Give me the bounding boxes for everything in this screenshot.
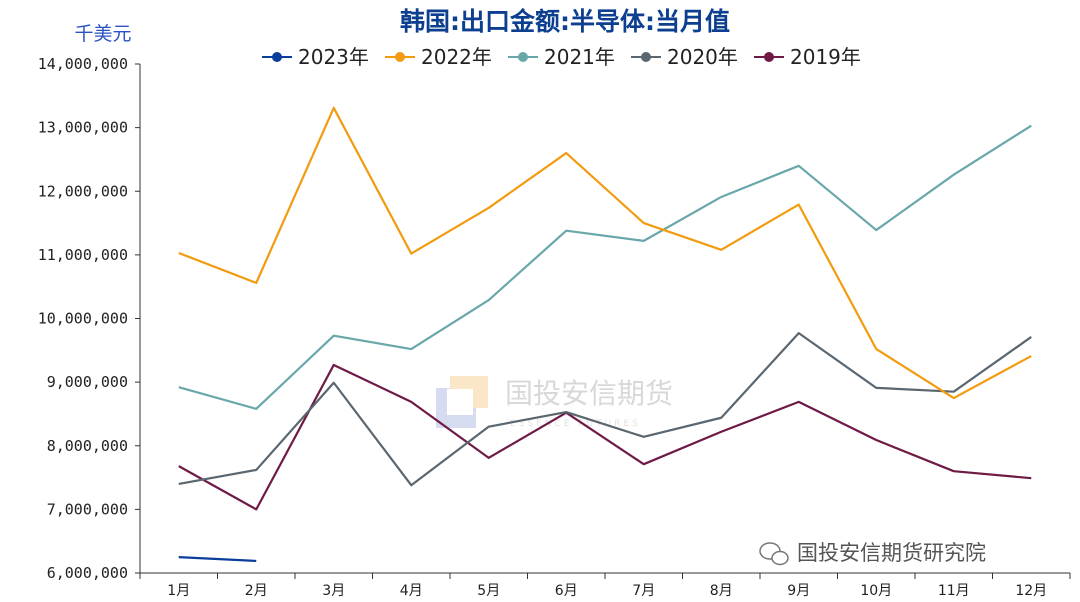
legend-label: 2019年: [790, 45, 861, 69]
watermark-subtext: ESSENCE FUTURES: [510, 419, 641, 429]
chart-title: 韩国:出口金额:半导体:当月值: [400, 7, 730, 36]
y-tick-label: 11,000,000: [38, 246, 128, 264]
x-tick-label: 12月: [1015, 583, 1047, 599]
y-tick-label: 9,000,000: [47, 373, 128, 391]
legend-marker: [272, 52, 282, 62]
wechat-icon: [759, 542, 789, 566]
y-tick-label: 14,000,000: [38, 55, 128, 73]
y-tick-label: 8,000,000: [47, 437, 128, 455]
source-text: 国投安信期货研究院: [797, 541, 986, 565]
y-tick-label: 10,000,000: [38, 310, 128, 328]
legend-label: 2021年: [544, 45, 615, 69]
legend-marker: [518, 52, 528, 62]
y-axis-unit: 千美元: [74, 23, 131, 45]
series-line-2019年: [178, 363, 1032, 511]
x-tick-label: 2月: [245, 583, 268, 599]
legend-label: 2023年: [298, 45, 369, 69]
x-tick-label: 8月: [710, 583, 733, 599]
x-tick-label: 6月: [555, 583, 578, 599]
y-tick-label: 7,000,000: [47, 500, 128, 518]
x-tick-label: 10月: [860, 583, 892, 599]
legend-marker: [641, 52, 651, 62]
x-tick-label: 11月: [938, 583, 970, 599]
legend-marker: [395, 52, 405, 62]
source-label: 国投安信期货研究院: [759, 541, 986, 566]
x-tick-label: 9月: [787, 583, 810, 599]
y-tick-label: 6,000,000: [47, 564, 128, 582]
x-tick-label: 7月: [632, 583, 655, 599]
legend-label: 2020年: [667, 45, 738, 69]
y-tick-label: 13,000,000: [38, 119, 128, 137]
series-line-2020年: [178, 332, 1032, 487]
series-line-2022年: [178, 106, 1032, 400]
x-tick-label: 1月: [167, 583, 190, 599]
legend-marker: [764, 52, 774, 62]
legend-label: 2022年: [421, 45, 492, 69]
watermark: 国投安信期货 ESSENCE FUTURES: [436, 376, 673, 429]
legend: 2023年 2022年 2021年 2020年 2019年: [262, 45, 861, 69]
x-tick-label: 3月: [322, 583, 345, 599]
watermark-text: 国投安信期货: [505, 377, 673, 410]
series-line-2021年: [178, 124, 1032, 410]
x-tick-label: 4月: [400, 583, 423, 599]
y-tick-label: 12,000,000: [38, 182, 128, 200]
series-line-2023年: [178, 555, 257, 563]
x-tick-label: 5月: [477, 583, 500, 599]
